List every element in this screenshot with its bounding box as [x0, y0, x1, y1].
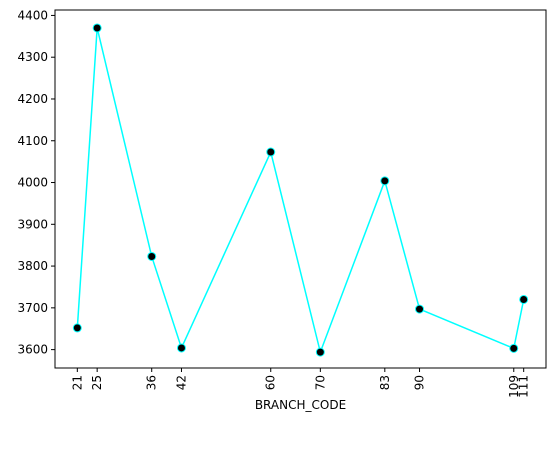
y-tick-label: 3800 [17, 259, 48, 273]
x-tick-label: 83 [378, 375, 392, 390]
data-point [380, 176, 390, 186]
y-tick-label: 3600 [17, 343, 48, 357]
x-tick-label: 111 [517, 375, 531, 398]
x-tick-label: 21 [70, 375, 84, 390]
plot-frame [54, 9, 547, 369]
data-point [266, 147, 276, 157]
x-tick-label: 70 [313, 375, 327, 390]
y-tick-label: 4000 [17, 176, 48, 190]
series-line [76, 27, 525, 355]
data-point [176, 343, 186, 353]
y-tick-label: 4100 [17, 134, 48, 148]
x-tick-label: 36 [145, 375, 159, 390]
x-tick-label: 90 [413, 375, 427, 390]
data-point [415, 304, 425, 314]
x-tick-label: 25 [90, 375, 104, 390]
data-point [72, 323, 82, 333]
y-axis: 3600 3700 3800 3900 4000 4100 4200 4300 4400 [17, 8, 55, 357]
y-tick-label: 4300 [17, 50, 48, 64]
x-axis-label: BRANCH_CODE [255, 398, 346, 412]
series-group [72, 23, 529, 357]
y-tick-label: 3900 [17, 217, 48, 231]
y-tick-label: 4400 [17, 8, 48, 22]
data-point [92, 23, 102, 33]
data-point [509, 343, 519, 353]
data-point [147, 251, 157, 261]
y-tick-label: 4200 [17, 92, 48, 106]
x-tick-label: 42 [174, 375, 188, 390]
data-point [519, 294, 529, 304]
data-point [315, 347, 325, 357]
x-tick-label: 60 [264, 375, 278, 390]
x-tick-label: 109 [507, 375, 521, 398]
y-tick-label: 3700 [17, 301, 48, 315]
